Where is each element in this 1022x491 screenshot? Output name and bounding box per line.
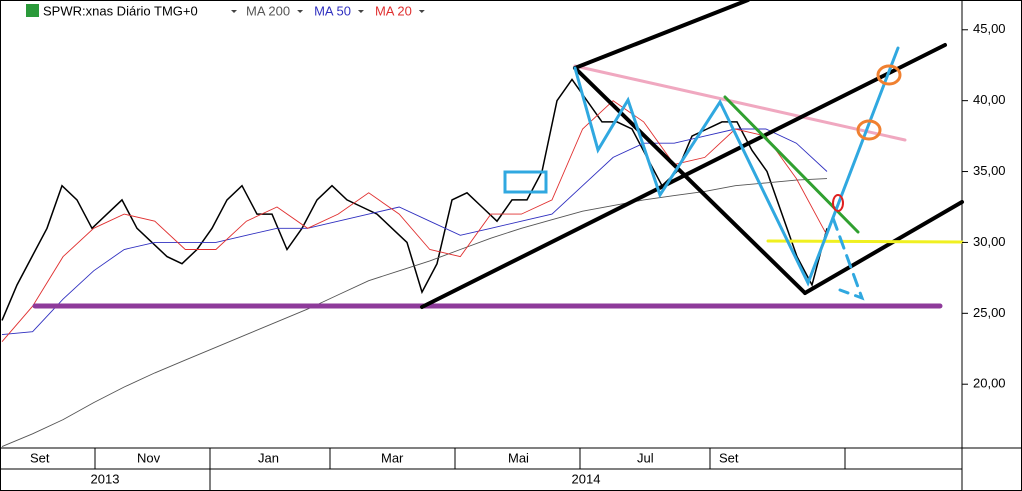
x-tick-label: Nov [137,450,161,465]
x-tick-label: Jul [637,450,654,465]
x-tick-label: Mar [381,450,404,465]
year-label: 2013 [91,471,120,486]
highlight-box [503,170,548,194]
year-label: 2014 [572,471,601,486]
y-tick-label: 40,00 [973,92,1006,107]
y-tick-label: 20,00 [973,376,1006,391]
level-line [766,239,964,244]
moving-average [1,128,828,336]
y-tick-label: 30,00 [973,234,1006,249]
trend-down [573,66,807,295]
price-line [1,78,828,321]
moving-average [1,178,828,448]
x-tick-label: Set [719,450,739,465]
channel-bottom [803,200,964,295]
target-circle [856,119,882,141]
x-tick-label: Set [30,450,50,465]
symbol-icon [26,4,39,17]
moving-average [1,100,828,342]
legend-entry: MA 20 [375,3,412,18]
resistance-line [573,64,907,142]
target-circle [876,64,902,86]
legend-arrow [418,10,425,13]
channel-top [573,0,750,70]
title-arrow [231,10,237,13]
chart-title: SPWR:xnas Diário TMG+0 [43,3,198,18]
legend-entry: MA 200 [246,3,290,18]
y-tick-label: 25,00 [973,305,1006,320]
wave-path [573,46,900,287]
legend-arrow [357,10,364,13]
legend-arrow [297,10,304,13]
x-tick-label: Jan [258,450,279,465]
annotations [32,0,964,309]
signal-marker [832,194,844,212]
wave-dashed [831,216,865,301]
y-tick-label: 45,00 [973,21,1006,36]
y-tick-label: 35,00 [973,163,1006,178]
legend-entry: MA 50 [314,3,351,18]
x-tick-label: Mai [508,450,529,465]
